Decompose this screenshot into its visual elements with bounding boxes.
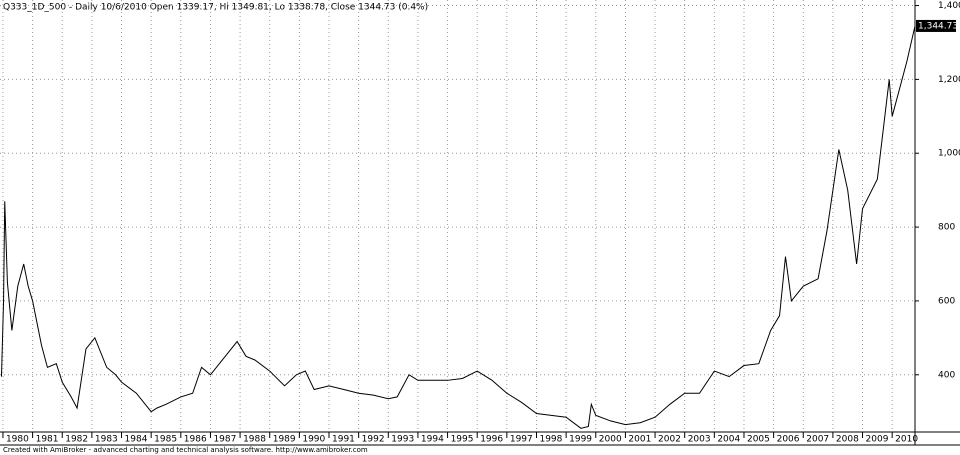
x-tick-label: 1991 <box>332 435 355 445</box>
x-tick-label: 1996 <box>480 435 503 445</box>
x-tick-label: 2008 <box>836 435 859 445</box>
x-tick-label: 1984 <box>125 435 148 445</box>
x-tick-label: 2000 <box>599 435 622 445</box>
x-tick-label: 1986 <box>184 435 207 445</box>
y-tick-label: 1,000 <box>938 149 960 159</box>
x-tick-label: 2005 <box>747 435 770 445</box>
x-tick-label: 1981 <box>36 435 59 445</box>
x-tick-label: 1998 <box>539 435 562 445</box>
y-tick-label: 1,200 <box>938 75 960 85</box>
x-tick-label: 2003 <box>688 435 711 445</box>
x-tick-label: 1985 <box>154 435 177 445</box>
x-tick-label: 2009 <box>866 435 889 445</box>
x-tick-label: 1982 <box>65 435 88 445</box>
x-tick-label: 1997 <box>510 435 533 445</box>
x-tick-label: 2002 <box>658 435 681 445</box>
x-tick-label: 1983 <box>95 435 118 445</box>
x-tick-label: 1988 <box>243 435 266 445</box>
x-tick-label: 1999 <box>569 435 592 445</box>
x-tick-label: 1989 <box>273 435 296 445</box>
x-tick-label: 2006 <box>777 435 800 445</box>
x-tick-label: 1987 <box>213 435 236 445</box>
y-tick-label: 1,400 <box>938 1 960 11</box>
x-tick-label: 2007 <box>806 435 829 445</box>
y-tick-label: 800 <box>938 223 955 233</box>
x-tick-label: 1994 <box>421 435 444 445</box>
x-tick-label: 1993 <box>391 435 414 445</box>
price-line <box>0 25 916 429</box>
footer: Created with AmiBroker - advanced charti… <box>3 446 368 454</box>
value-label: 1,344.73 <box>918 21 958 31</box>
chart-title: Q333_1D_500 - Daily 10/6/2010 Open 1339.… <box>3 3 428 13</box>
x-tick-label: 1992 <box>362 435 385 445</box>
x-tick-label: 2004 <box>717 435 740 445</box>
y-tick-label: 400 <box>938 370 955 380</box>
x-tick-label: 1980 <box>6 435 29 445</box>
x-tick-label: 1995 <box>451 435 474 445</box>
y-tick-label: 600 <box>938 296 955 306</box>
x-tick-label: 2010 <box>895 435 918 445</box>
value-label-box <box>916 19 956 32</box>
x-tick-label: 1990 <box>302 435 325 445</box>
x-tick-label: 2001 <box>628 435 651 445</box>
